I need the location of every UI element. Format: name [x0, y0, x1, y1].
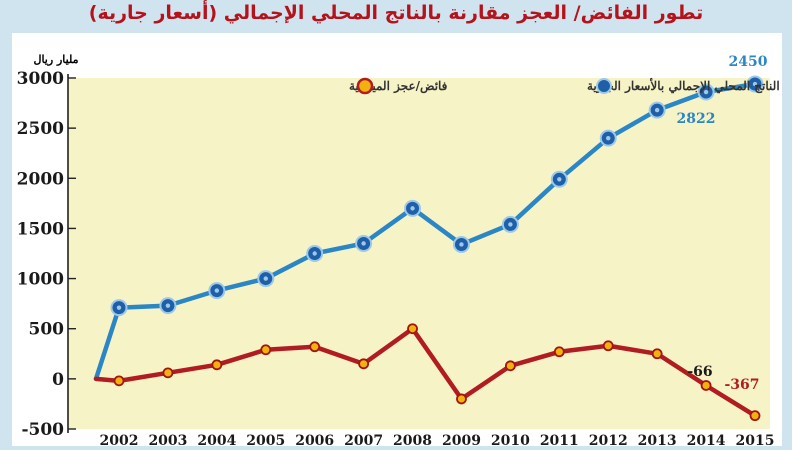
y-tick-label: -500: [21, 420, 64, 440]
x-tick-label: 2008: [393, 433, 432, 446]
chart-panel: 3000 2500 2000 1500 1000 500 0 -500 2002 2003 200…: [12, 33, 782, 449]
gdp-marker-dot: [312, 251, 317, 256]
y-tick-label: 1000: [17, 270, 64, 290]
gdp-marker-dot: [165, 303, 171, 308]
x-tick-label: 2014: [687, 433, 726, 446]
x-tick-label: 2005: [246, 433, 285, 446]
x-tick-label: 2003: [148, 433, 187, 446]
x-tick-label: 2002: [100, 433, 139, 446]
chart-title: تطور الفائض/ العجز مقارنة بالناتج المحلي…: [88, 2, 704, 24]
plot-area: [68, 78, 770, 429]
annotation-label: 2450: [729, 54, 768, 70]
gdp-marker-dot: [410, 206, 415, 211]
balance-marker: [700, 380, 712, 391]
balance-marker: [162, 367, 174, 379]
y-tick-label: 1500: [17, 219, 64, 239]
gdp-marker-dot: [508, 222, 513, 227]
y-axis-label: مليار ريال: [33, 53, 78, 66]
annotation-label: -367: [724, 377, 759, 393]
annotation-label: -66: [687, 364, 712, 380]
gdp-marker-dot: [752, 81, 758, 87]
y-tick-label: 2500: [17, 119, 64, 139]
y-tick-label: 3000: [17, 69, 64, 89]
x-tick-label: 2004: [197, 433, 236, 446]
gdp-marker-dot: [606, 135, 611, 141]
balance-marker: [749, 410, 761, 422]
x-tick-label: 2006: [295, 433, 334, 446]
x-axis: 2002 2003 2004 2005 2006 2007 2008 2009 2010 2011…: [100, 433, 775, 449]
legend-marker-gdp: [596, 78, 612, 94]
balance-marker: [358, 358, 370, 370]
y-tick-label: 0: [52, 370, 64, 390]
balance-marker: [309, 341, 321, 353]
balance-marker: [407, 323, 418, 335]
balance-marker: [602, 340, 614, 352]
balance-marker: [504, 360, 516, 372]
x-tick-label: 2011: [540, 433, 579, 446]
balance-marker: [553, 346, 565, 358]
gdp-marker-dot: [459, 242, 464, 247]
gdp-marker-dot: [654, 107, 660, 113]
legend-label-balance: فائض/عجز الميزانية: [349, 79, 448, 94]
y-tick-label: 500: [29, 320, 65, 340]
annotation-label: 2822: [677, 111, 716, 127]
gdp-marker-dot: [703, 89, 709, 95]
x-tick-label: 2007: [344, 433, 383, 446]
x-tick-label: 2015: [736, 433, 775, 446]
balance-marker: [211, 359, 223, 371]
x-tick-label: 2010: [491, 433, 530, 446]
balance-marker: [651, 348, 663, 360]
gdp-marker-dot: [214, 288, 220, 293]
balance-marker: [260, 344, 272, 356]
balance-marker: [113, 375, 125, 387]
balance-marker: [456, 393, 467, 405]
legend-marker-balance: [356, 77, 374, 95]
gdp-marker-dot: [116, 305, 122, 310]
y-tick-label: 2000: [17, 169, 64, 189]
gdp-marker-dot: [361, 241, 366, 246]
y-axis: 3000 2500 2000 1500 1000 500 0 -500: [17, 69, 76, 440]
legend-label-gdp: الناتج المحلي الإجمالي بالأسعار الجارية: [587, 78, 780, 94]
x-tick-label: 2013: [638, 433, 677, 446]
annotations: 2450 2822 -66 -367: [677, 54, 768, 393]
legend: الناتج المحلي الإجمالي بالأسعار الجارية ف…: [349, 77, 780, 95]
series-markers: [110, 75, 764, 422]
gdp-marker-dot: [263, 276, 268, 281]
gdp-marker-dot: [557, 177, 562, 182]
x-tick-label: 2012: [589, 433, 628, 446]
x-tick-label: 2009: [442, 433, 481, 446]
